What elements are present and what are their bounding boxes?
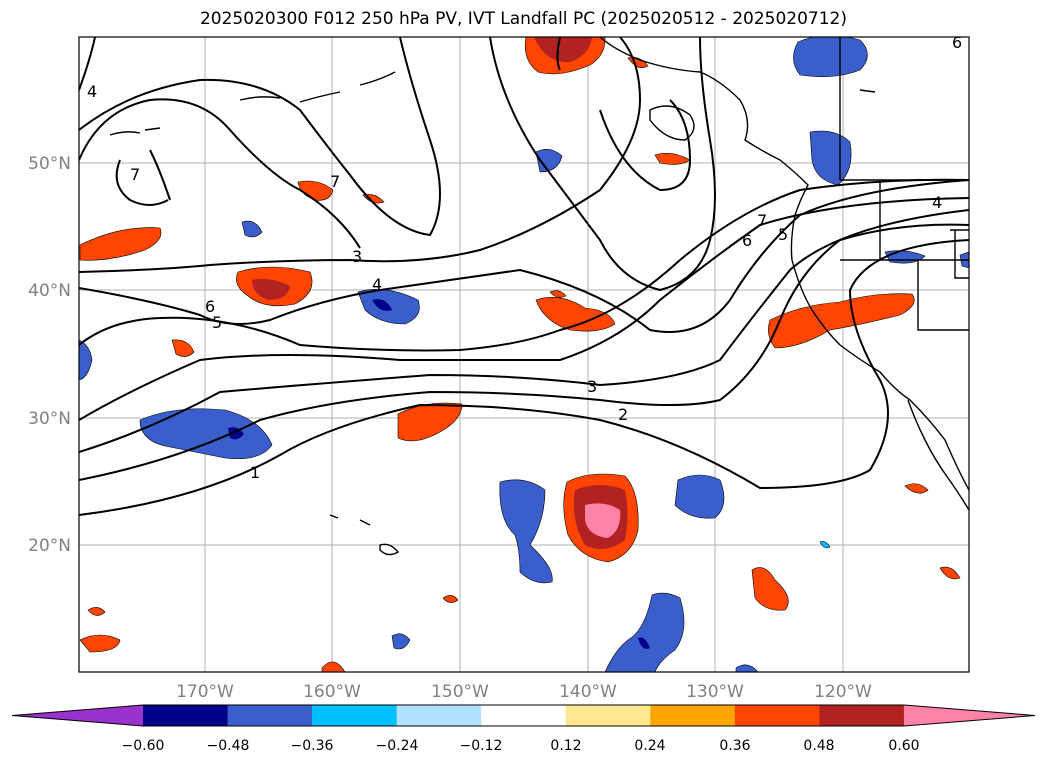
contour-label: 6 [205, 297, 215, 316]
colorbar [11, 704, 1036, 727]
colorbar-segment [565, 705, 651, 726]
negative-anomaly-areas [79, 37, 969, 672]
colorbar-tick-label: 0.48 [803, 738, 834, 754]
contour-label: 7 [757, 211, 767, 230]
colorbar-extend-max [903, 705, 1035, 726]
lon-label: 130°W [686, 682, 744, 702]
colorbar-tick-label: −0.36 [291, 738, 334, 754]
colorbar-segment [734, 705, 820, 726]
contour-label: 3 [352, 247, 362, 266]
contour-label: 7 [330, 172, 340, 191]
contour-label: 7 [130, 165, 140, 184]
colorbar-segment [227, 705, 313, 726]
lat-label: 50°N [28, 154, 71, 174]
colorbar-outline [11, 704, 1036, 727]
colorbar-extend-min [12, 705, 143, 726]
colorbar-tick-label: 0.60 [888, 738, 919, 754]
contour-label: 1 [250, 463, 260, 482]
colorbar-segment [650, 705, 736, 726]
colorbar-segment [396, 705, 482, 726]
longitude-labels: 170°W 160°W 150°W 140°W 130°W 120°W [176, 682, 872, 702]
lat-label: 40°N [28, 281, 71, 301]
lon-label: 160°W [303, 682, 361, 702]
contour-label: 4 [372, 275, 382, 294]
colorbar-segment [312, 705, 398, 726]
colorbar-segment [143, 705, 229, 726]
lon-label: 150°W [431, 682, 489, 702]
lat-label: 30°N [28, 409, 71, 429]
contour-labels: 1 2 3 3 4 4 5 5 6 6 7 7 7 6 4 [87, 33, 962, 482]
map-title: 2025020300 F012 250 hPa PV, IVT Landfall… [199, 9, 847, 29]
colorbar-tick-label: 0.24 [634, 738, 665, 754]
colorbar-ticks: −0.60 −0.48 −0.36 −0.24 −0.12 0.12 0.24 … [122, 738, 920, 754]
colorbar-tick-label: −0.24 [376, 738, 419, 754]
pv-contours [79, 37, 969, 516]
colorbar-tick-label: 0.36 [719, 738, 750, 754]
lon-label: 120°W [814, 682, 872, 702]
lon-label: 170°W [176, 682, 234, 702]
latitude-labels: 50°N 40°N 30°N 20°N [28, 154, 71, 556]
contour-label: 5 [212, 313, 222, 332]
lat-label: 20°N [28, 536, 71, 556]
contour-label: 4 [932, 193, 942, 212]
contour-label: 3 [587, 377, 597, 396]
contour-label: 5 [778, 225, 788, 244]
colorbar-segment [481, 705, 567, 726]
contour-label: 6 [742, 231, 752, 250]
lon-label: 140°W [559, 682, 617, 702]
colorbar-tick-label: −0.48 [207, 738, 250, 754]
colorbar-segment [819, 705, 905, 726]
contour-label: 6 [952, 33, 962, 52]
contour-label: 2 [618, 405, 628, 424]
colorbar-tick-label: −0.60 [122, 738, 165, 754]
contour-label: 4 [87, 82, 97, 101]
colorbar-tick-label: −0.12 [460, 738, 503, 754]
positive-anomaly-areas [79, 37, 961, 672]
colorbar-tick-label: 0.12 [550, 738, 581, 754]
map-border [78, 36, 970, 673]
